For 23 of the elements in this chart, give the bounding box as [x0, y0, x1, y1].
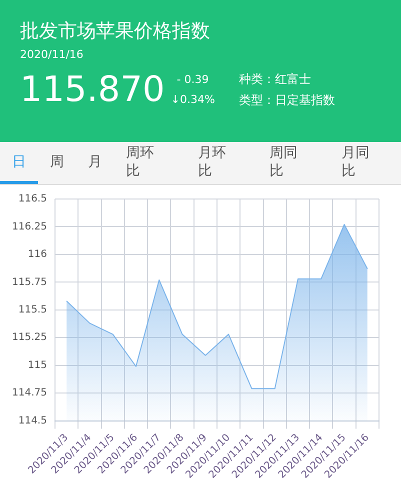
text: 周同比 [268, 144, 298, 180]
text: 批发市场苹果价格指数 [20, 19, 211, 44]
text: 日 [0, 142, 38, 184]
text: 115.870 [20, 70, 165, 110]
text: 类型：日定基指数 [238, 92, 335, 109]
text: 月环比 [196, 144, 227, 180]
y-tick-label: 116 [28, 249, 47, 260]
y-tick-label: 115 [28, 360, 47, 371]
text: 种类：红富士 [238, 71, 312, 88]
y-tick-label: 115.25 [12, 332, 47, 344]
text: 2020/11/16 [20, 48, 84, 61]
y-tick-label: 115.5 [18, 304, 47, 316]
y-tick-label: 115.75 [12, 276, 47, 288]
text: 月 [87, 152, 103, 172]
y-tick-label: 114.5 [18, 415, 47, 426]
text: - 0.39 [176, 72, 210, 88]
text: ↓0.34% [170, 92, 215, 108]
y-tick-label: 116.5 [18, 194, 47, 205]
text: 月同比 [340, 144, 370, 180]
y-tick-label: 114.75 [12, 388, 47, 399]
text: 周 [49, 152, 65, 172]
y-tick-label: 116.25 [12, 221, 47, 232]
text: 周环比 [125, 144, 155, 180]
